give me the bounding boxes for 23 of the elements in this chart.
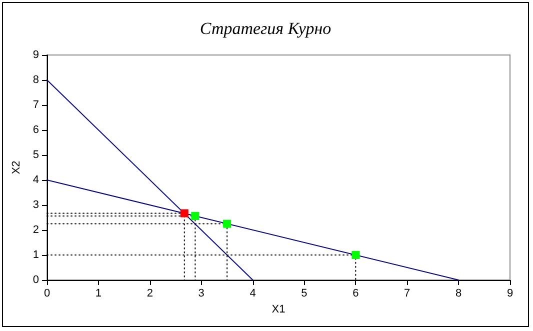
- y-axis-title: X2: [10, 160, 22, 174]
- x-tick-label: 6: [352, 288, 359, 300]
- x-tick-label: 9: [506, 288, 514, 300]
- x-tick-label: 3: [198, 288, 204, 300]
- x-tick-label: 8: [455, 288, 462, 300]
- y-tick-label: 8: [32, 74, 40, 86]
- x-tick-label: 5: [301, 288, 308, 300]
- x-axis-title: X1: [272, 304, 286, 316]
- y-tick-label: 3: [32, 199, 40, 211]
- y-tick-label: 9: [32, 49, 40, 61]
- x-tick-label: 1: [95, 288, 102, 300]
- y-tick-label: 0: [32, 274, 40, 286]
- x-tick-label: 0: [44, 288, 50, 300]
- y-tick-label: 1: [32, 249, 40, 261]
- y-tick-label: 7: [32, 99, 40, 111]
- x-tick-label: 4: [250, 288, 256, 300]
- x-tick-label: 7: [404, 288, 410, 300]
- x-tick-label: 2: [146, 288, 153, 300]
- chart-title: Стратегия Курно: [200, 19, 332, 38]
- y-tick-label: 2: [32, 224, 40, 236]
- y-tick-label: 6: [32, 124, 40, 136]
- y-tick-label: 5: [32, 149, 40, 161]
- y-tick-label: 4: [32, 174, 40, 186]
